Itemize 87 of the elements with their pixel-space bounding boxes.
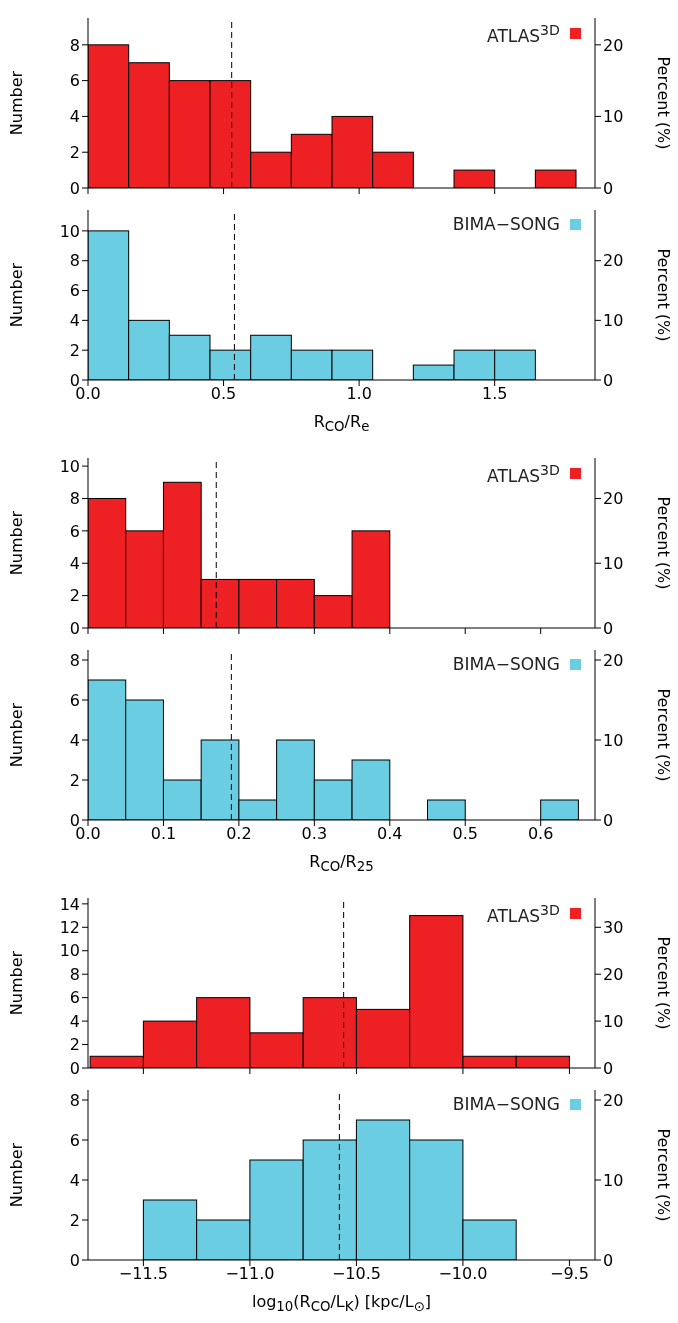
y2-tick-label: 10 — [603, 311, 624, 331]
y-tick-label: 2 — [69, 770, 80, 790]
y-tick-label: 8 — [69, 489, 80, 509]
y2-axis-title: Percent (%) — [654, 56, 674, 150]
y-tick-label: 4 — [69, 1011, 80, 1031]
x-tick-label: −11.5 — [118, 1264, 168, 1284]
y2-axis-title: Percent (%) — [654, 496, 674, 590]
legend-label: ATLAS$^{3D}$ — [487, 902, 560, 926]
y-tick-label: 6 — [69, 1130, 80, 1150]
y-tick-label: 6 — [69, 71, 80, 91]
x-tick-label: 0.1 — [150, 824, 177, 844]
y2-tick-label: 20 — [603, 35, 624, 55]
y-tick-label: 8 — [69, 251, 80, 271]
text: log$_{10}$(R$_{CO}$/L$_{K}$) [kpc/L$_{⊙}$] — [251, 1292, 432, 1315]
y-tick-label: 8 — [69, 650, 80, 670]
y-tick-label: 6 — [69, 281, 80, 301]
x-tick-label: 0.5 — [452, 824, 478, 844]
y-tick-label: 6 — [69, 690, 80, 710]
y-tick-label: 4 — [69, 107, 80, 127]
x-tick-label: 0.6 — [527, 824, 554, 844]
y2-tick-label: 30 — [603, 917, 624, 937]
y2-axis-title: Percent (%) — [654, 936, 674, 1030]
y-tick-label: 2 — [69, 340, 80, 360]
y-tick-label: 6 — [69, 521, 80, 541]
y-tick-label: 2 — [69, 1210, 80, 1230]
y-tick-label: 2 — [69, 1035, 80, 1055]
x-tick-label: −11.0 — [225, 1264, 275, 1284]
y-tick-label: 10 — [59, 456, 80, 476]
y2-tick-label: 0 — [603, 1058, 614, 1078]
y-tick-label: 0 — [69, 1058, 80, 1078]
y2-tick-label: 0 — [603, 618, 614, 638]
y2-tick-label: 20 — [603, 1090, 624, 1110]
x-axis-title: R$_{CO}$/R$_{e}$ — [312, 411, 371, 437]
y2-tick-label: 20 — [603, 251, 624, 271]
legend-label: BIMA−SONG — [452, 1094, 560, 1114]
legend-label: ATLAS$^{3D}$ — [487, 22, 560, 46]
y-tick-label: 2 — [69, 586, 80, 606]
y-tick-label: 2 — [69, 142, 80, 162]
y-tick-label: 12 — [59, 917, 80, 937]
y2-axis-title: Percent (%) — [654, 248, 674, 342]
y-tick-label: 4 — [69, 553, 80, 573]
legend-label: BIMA−SONG — [452, 654, 560, 674]
y-tick-label: 4 — [69, 1170, 80, 1190]
x-tick-label: 0.5 — [210, 384, 237, 404]
y2-tick-label: 10 — [603, 107, 624, 127]
y-tick-label: 0 — [69, 1250, 80, 1270]
y2-axis-title: Percent (%) — [654, 688, 674, 782]
x-tick-label: 1.5 — [481, 384, 508, 404]
y2-tick-label: 0 — [603, 178, 614, 198]
x-tick-label: −10.0 — [438, 1264, 488, 1284]
x-tick-label: −10.5 — [331, 1264, 381, 1284]
x-tick-label: 1.0 — [346, 384, 372, 404]
y2-tick-label: 0 — [603, 370, 614, 390]
y-tick-label: 6 — [69, 988, 80, 1008]
y-tick-label: 14 — [59, 894, 80, 914]
legend-label: ATLAS$^{3D}$ — [487, 462, 560, 486]
y2-tick-label: 0 — [603, 1250, 614, 1270]
y-tick-label: 4 — [69, 311, 80, 331]
y2-tick-label: 0 — [603, 810, 614, 830]
y-tick-label: 0 — [69, 618, 80, 638]
y2-tick-label: 20 — [603, 489, 624, 509]
y-tick-label: 0 — [69, 178, 80, 198]
x-tick-label: 0.2 — [226, 824, 252, 844]
y2-tick-label: 10 — [603, 553, 624, 573]
y-tick-label: 10 — [59, 941, 80, 961]
x-tick-label: 0.4 — [377, 824, 403, 844]
y2-tick-label: 20 — [603, 964, 624, 984]
x-tick-label: 0.3 — [301, 824, 328, 844]
y2-tick-label: 10 — [603, 1011, 624, 1031]
y-axis-title: Number — [6, 702, 26, 768]
y-axis-title: Number — [6, 1142, 26, 1208]
y-tick-label: 10 — [59, 221, 80, 241]
y-tick-label: 4 — [69, 730, 80, 750]
y-axis-title: Number — [6, 510, 26, 576]
y-axis-title: Number — [6, 70, 26, 136]
y-axis-title: Number — [6, 262, 26, 328]
y2-tick-label: 20 — [603, 650, 624, 670]
y-tick-label: 8 — [69, 1090, 80, 1110]
legend-label: BIMA−SONG — [452, 214, 560, 234]
y-tick-label: 8 — [69, 964, 80, 984]
y-axis-title: Number — [6, 950, 26, 1016]
y2-tick-label: 10 — [603, 730, 624, 750]
x-axis-title: R$_{CO}$/R$_{25}$ — [308, 851, 375, 877]
y-tick-label: 8 — [69, 35, 80, 55]
y2-tick-label: 10 — [603, 1170, 624, 1190]
y2-axis-title: Percent (%) — [654, 1128, 674, 1222]
x-tick-label: −9.5 — [550, 1264, 589, 1284]
